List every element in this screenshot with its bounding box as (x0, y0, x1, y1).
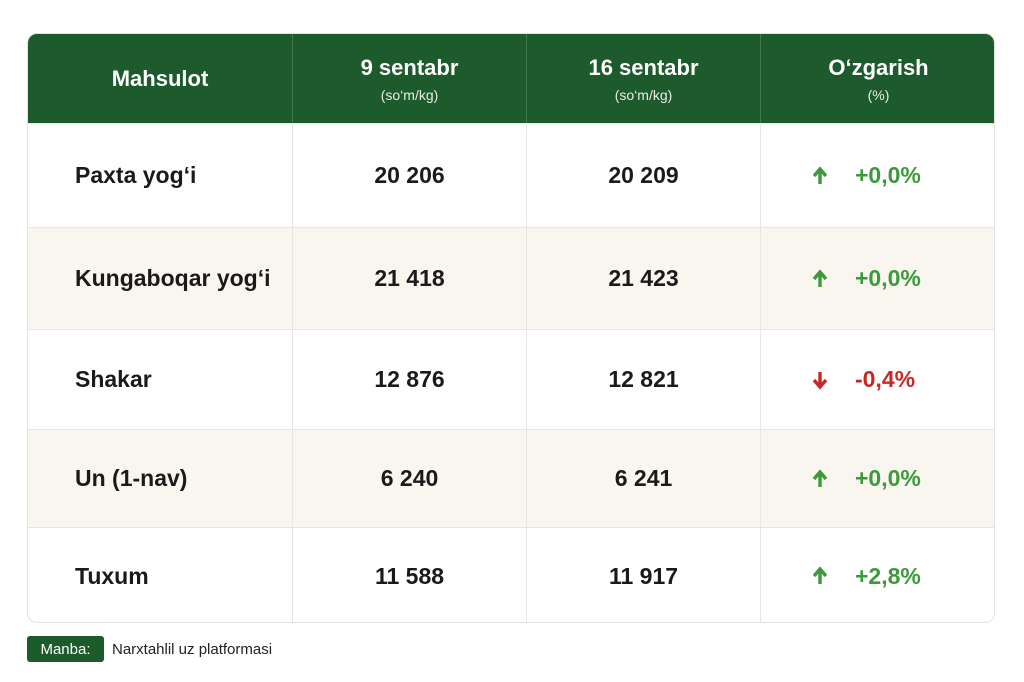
table-cell: Un (1-nav) (28, 430, 293, 527)
change-value: -0,4% (855, 366, 916, 392)
price-value: 11 917 (608, 562, 679, 589)
table-row: Shakar 12 876 12 821 -0,4% (28, 329, 994, 429)
table-cell: 20 206 (293, 124, 527, 227)
table-row: Un (1-nav) 6 240 6 241 +0,0% (28, 429, 994, 527)
header-cell: 9 sentabr (so‘m/kg) (293, 34, 527, 123)
up-arrow (813, 268, 827, 287)
product-name: Shakar (75, 366, 152, 392)
table-cell: Kungaboqar yog‘i (28, 228, 293, 329)
table-row: Tuxum 11 588 11 917 +2,8% (28, 527, 994, 622)
change-value: +0,0% (855, 265, 921, 291)
change-value: +2,8% (855, 562, 921, 589)
table-cell: +2,8% (761, 528, 994, 622)
table-cell: 20 209 (527, 124, 761, 227)
table-cell: 12 876 (293, 330, 527, 429)
table-cell: 6 241 (527, 430, 761, 527)
header-title: 9 sentabr (360, 54, 459, 80)
header-cell: Mahsulot (28, 34, 293, 123)
source-badge: Manba: (27, 636, 104, 662)
table-row: Kungaboqar yog‘i 21 418 21 423 +0,0% (28, 227, 994, 329)
table-cell: Paxta yog‘i (28, 124, 293, 227)
price-value: 20 206 (374, 162, 445, 188)
price-value: 12 876 (374, 366, 445, 392)
up-arrow (813, 468, 827, 487)
table-cell: -0,4% (761, 330, 994, 429)
table-cell: 6 240 (293, 430, 527, 527)
price-value: 12 821 (608, 366, 679, 392)
price-value: 21 418 (374, 265, 445, 291)
price-value: 21 423 (608, 265, 679, 291)
header-title: O‘zgarish (828, 54, 929, 80)
header-title: 16 sentabr (588, 54, 699, 80)
change-value: +0,0% (855, 162, 921, 188)
price-value: 6 240 (380, 465, 439, 491)
price-value: 11 588 (374, 562, 445, 589)
table-cell: 21 423 (527, 228, 761, 329)
price-table: Mahsulot 9 sentabr (so‘m/kg) 16 sentabr (s… (27, 33, 995, 623)
down-arrow (813, 371, 827, 390)
product-name: Tuxum (75, 562, 149, 589)
table-cell: Tuxum (28, 528, 293, 622)
table-cell: 11 917 (527, 528, 761, 622)
up-arrow (813, 165, 827, 184)
table-header: Mahsulot 9 sentabr (so‘m/kg) 16 sentabr (s… (28, 34, 994, 123)
product-name: Paxta yog‘i (75, 162, 197, 188)
table-cell: 12 821 (527, 330, 761, 429)
table-cell: +0,0% (761, 430, 994, 527)
product-name: Kungaboqar yog‘i (75, 265, 271, 291)
header-unit: (so‘m/kg) (380, 86, 439, 103)
header-cell: O‘zgarish (%) (761, 34, 994, 123)
header-unit: (so‘m/kg) (614, 86, 673, 103)
source-text: Narxtahlil uz platformasi (112, 640, 273, 658)
price-value: 6 241 (614, 465, 673, 491)
table-cell: +0,0% (761, 124, 994, 227)
table-cell: +0,0% (761, 228, 994, 329)
table-row: Paxta yog‘i 20 206 20 209 +0,0% (28, 123, 994, 227)
product-name: Un (1-nav) (75, 465, 188, 491)
price-value: 20 209 (608, 162, 679, 188)
table-cell: 11 588 (293, 528, 527, 622)
header-cell: 16 sentabr (so‘m/kg) (527, 34, 761, 123)
table-cell: 21 418 (293, 228, 527, 329)
change-value: +0,0% (855, 465, 921, 491)
up-arrow (813, 566, 827, 584)
header-unit: (%) (867, 86, 890, 103)
header-title: Mahsulot (111, 65, 209, 91)
table-cell: Shakar (28, 330, 293, 429)
